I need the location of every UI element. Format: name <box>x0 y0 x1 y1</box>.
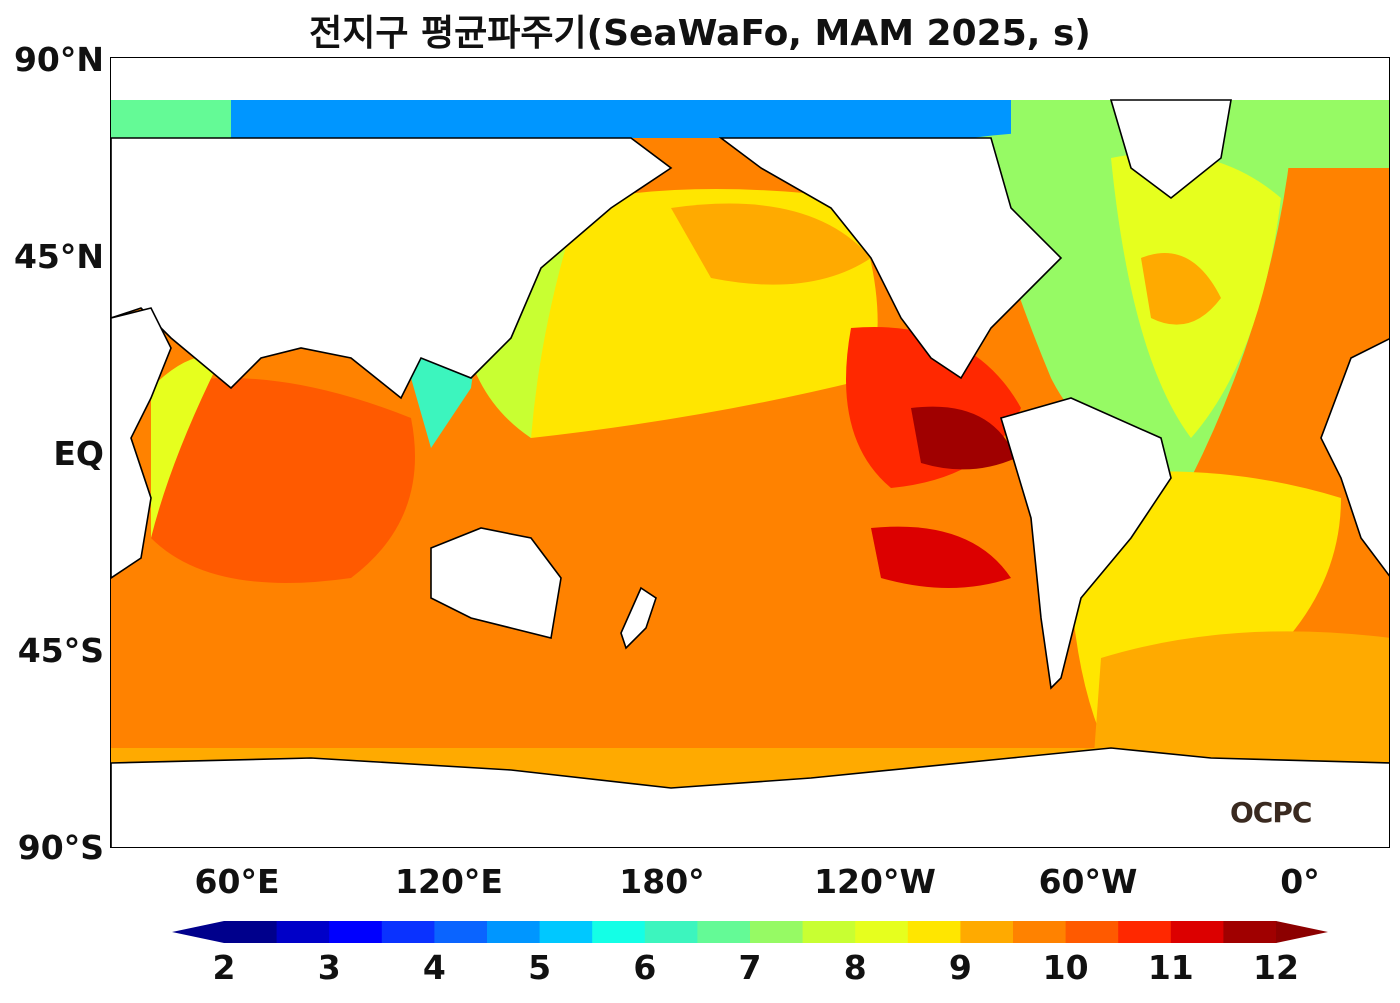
lon-label-0: 0° <box>1280 862 1320 901</box>
colorbar-tick-label: 3 <box>317 948 341 987</box>
colorbar-segment <box>1118 921 1172 943</box>
np-orange-patch <box>671 203 871 285</box>
land-masses <box>111 99 1389 847</box>
colorbar-segment <box>224 921 278 943</box>
colorbar-tick-label: 7 <box>738 948 762 987</box>
colorbar-segment <box>434 921 488 943</box>
atlantic-orange <box>1141 253 1221 325</box>
indian-ocean-red <box>151 378 415 583</box>
indian-yellow-coast <box>151 356 221 538</box>
lat-label-eq: EQ <box>53 434 104 473</box>
land-north-america <box>718 137 1063 380</box>
east-pacific-darkred <box>911 406 1016 470</box>
lon-label-180: 180° <box>619 862 705 901</box>
colorbar-tick-label: 12 <box>1253 948 1299 987</box>
colorbar-segment <box>644 921 698 943</box>
lat-label-90s: 90°S <box>17 828 104 867</box>
lon-label-120e: 120°E <box>395 862 503 901</box>
land-africa <box>111 307 172 579</box>
colorbar-segment <box>276 921 330 943</box>
colorbar-segment <box>907 921 961 943</box>
land-greenland <box>1109 99 1232 200</box>
colorbar-segment <box>329 921 383 943</box>
se-pacific-red <box>871 526 1011 588</box>
colorbar-tick-label: 2 <box>212 948 236 987</box>
colorbar-segment <box>487 921 541 943</box>
colorbar-segment <box>697 921 751 943</box>
colorbar-segment <box>1013 921 1067 943</box>
colorbar-segment <box>381 921 435 943</box>
lon-label-120w: 120°W <box>814 862 936 901</box>
colorbar-tick-label: 10 <box>1042 948 1089 987</box>
colorbar-tick-label: 11 <box>1147 948 1194 987</box>
colorbar-tick-label: 6 <box>633 948 657 987</box>
map-title: 전지구 평균파주기(SeaWaFo, MAM 2025, s) <box>309 13 1091 54</box>
map-panel <box>110 57 1390 848</box>
lat-label-45s: 45°S <box>17 631 104 670</box>
colorbar-tick-label: 5 <box>528 948 552 987</box>
colorbar-segment <box>592 921 646 943</box>
colorbar-segment <box>1170 921 1224 943</box>
land-australia <box>430 527 562 639</box>
colorbar-segment <box>855 921 909 943</box>
wave-period-map <box>111 99 1389 847</box>
colorbar-tick-label: 8 <box>843 948 867 987</box>
colorbar-segment <box>750 921 804 943</box>
lon-label-60w: 60°W <box>1038 862 1138 901</box>
colorbar-segment <box>960 921 1014 943</box>
colorbar-segment <box>1065 921 1119 943</box>
ocpc-logo: OCPC <box>1230 796 1312 829</box>
land-new-zealand <box>620 586 657 650</box>
land-south-america <box>1000 397 1172 690</box>
lon-label-60e: 60°E <box>194 862 280 901</box>
land-africa-east <box>1320 338 1389 577</box>
colorbar-extend-min <box>172 921 224 943</box>
colorbar-tick-label: 4 <box>422 948 446 987</box>
lat-label-90n: 90°N <box>13 40 104 79</box>
land-antarctica <box>111 747 1389 847</box>
colorbar-tick-label: 9 <box>948 948 972 987</box>
colorbar-segment <box>539 921 593 943</box>
colorbar <box>172 921 1328 943</box>
colorbar-segment <box>802 921 856 943</box>
colorbar-extend-max <box>1276 921 1328 943</box>
colorbar-segment <box>1223 921 1277 943</box>
lat-label-45n: 45°N <box>13 237 104 276</box>
